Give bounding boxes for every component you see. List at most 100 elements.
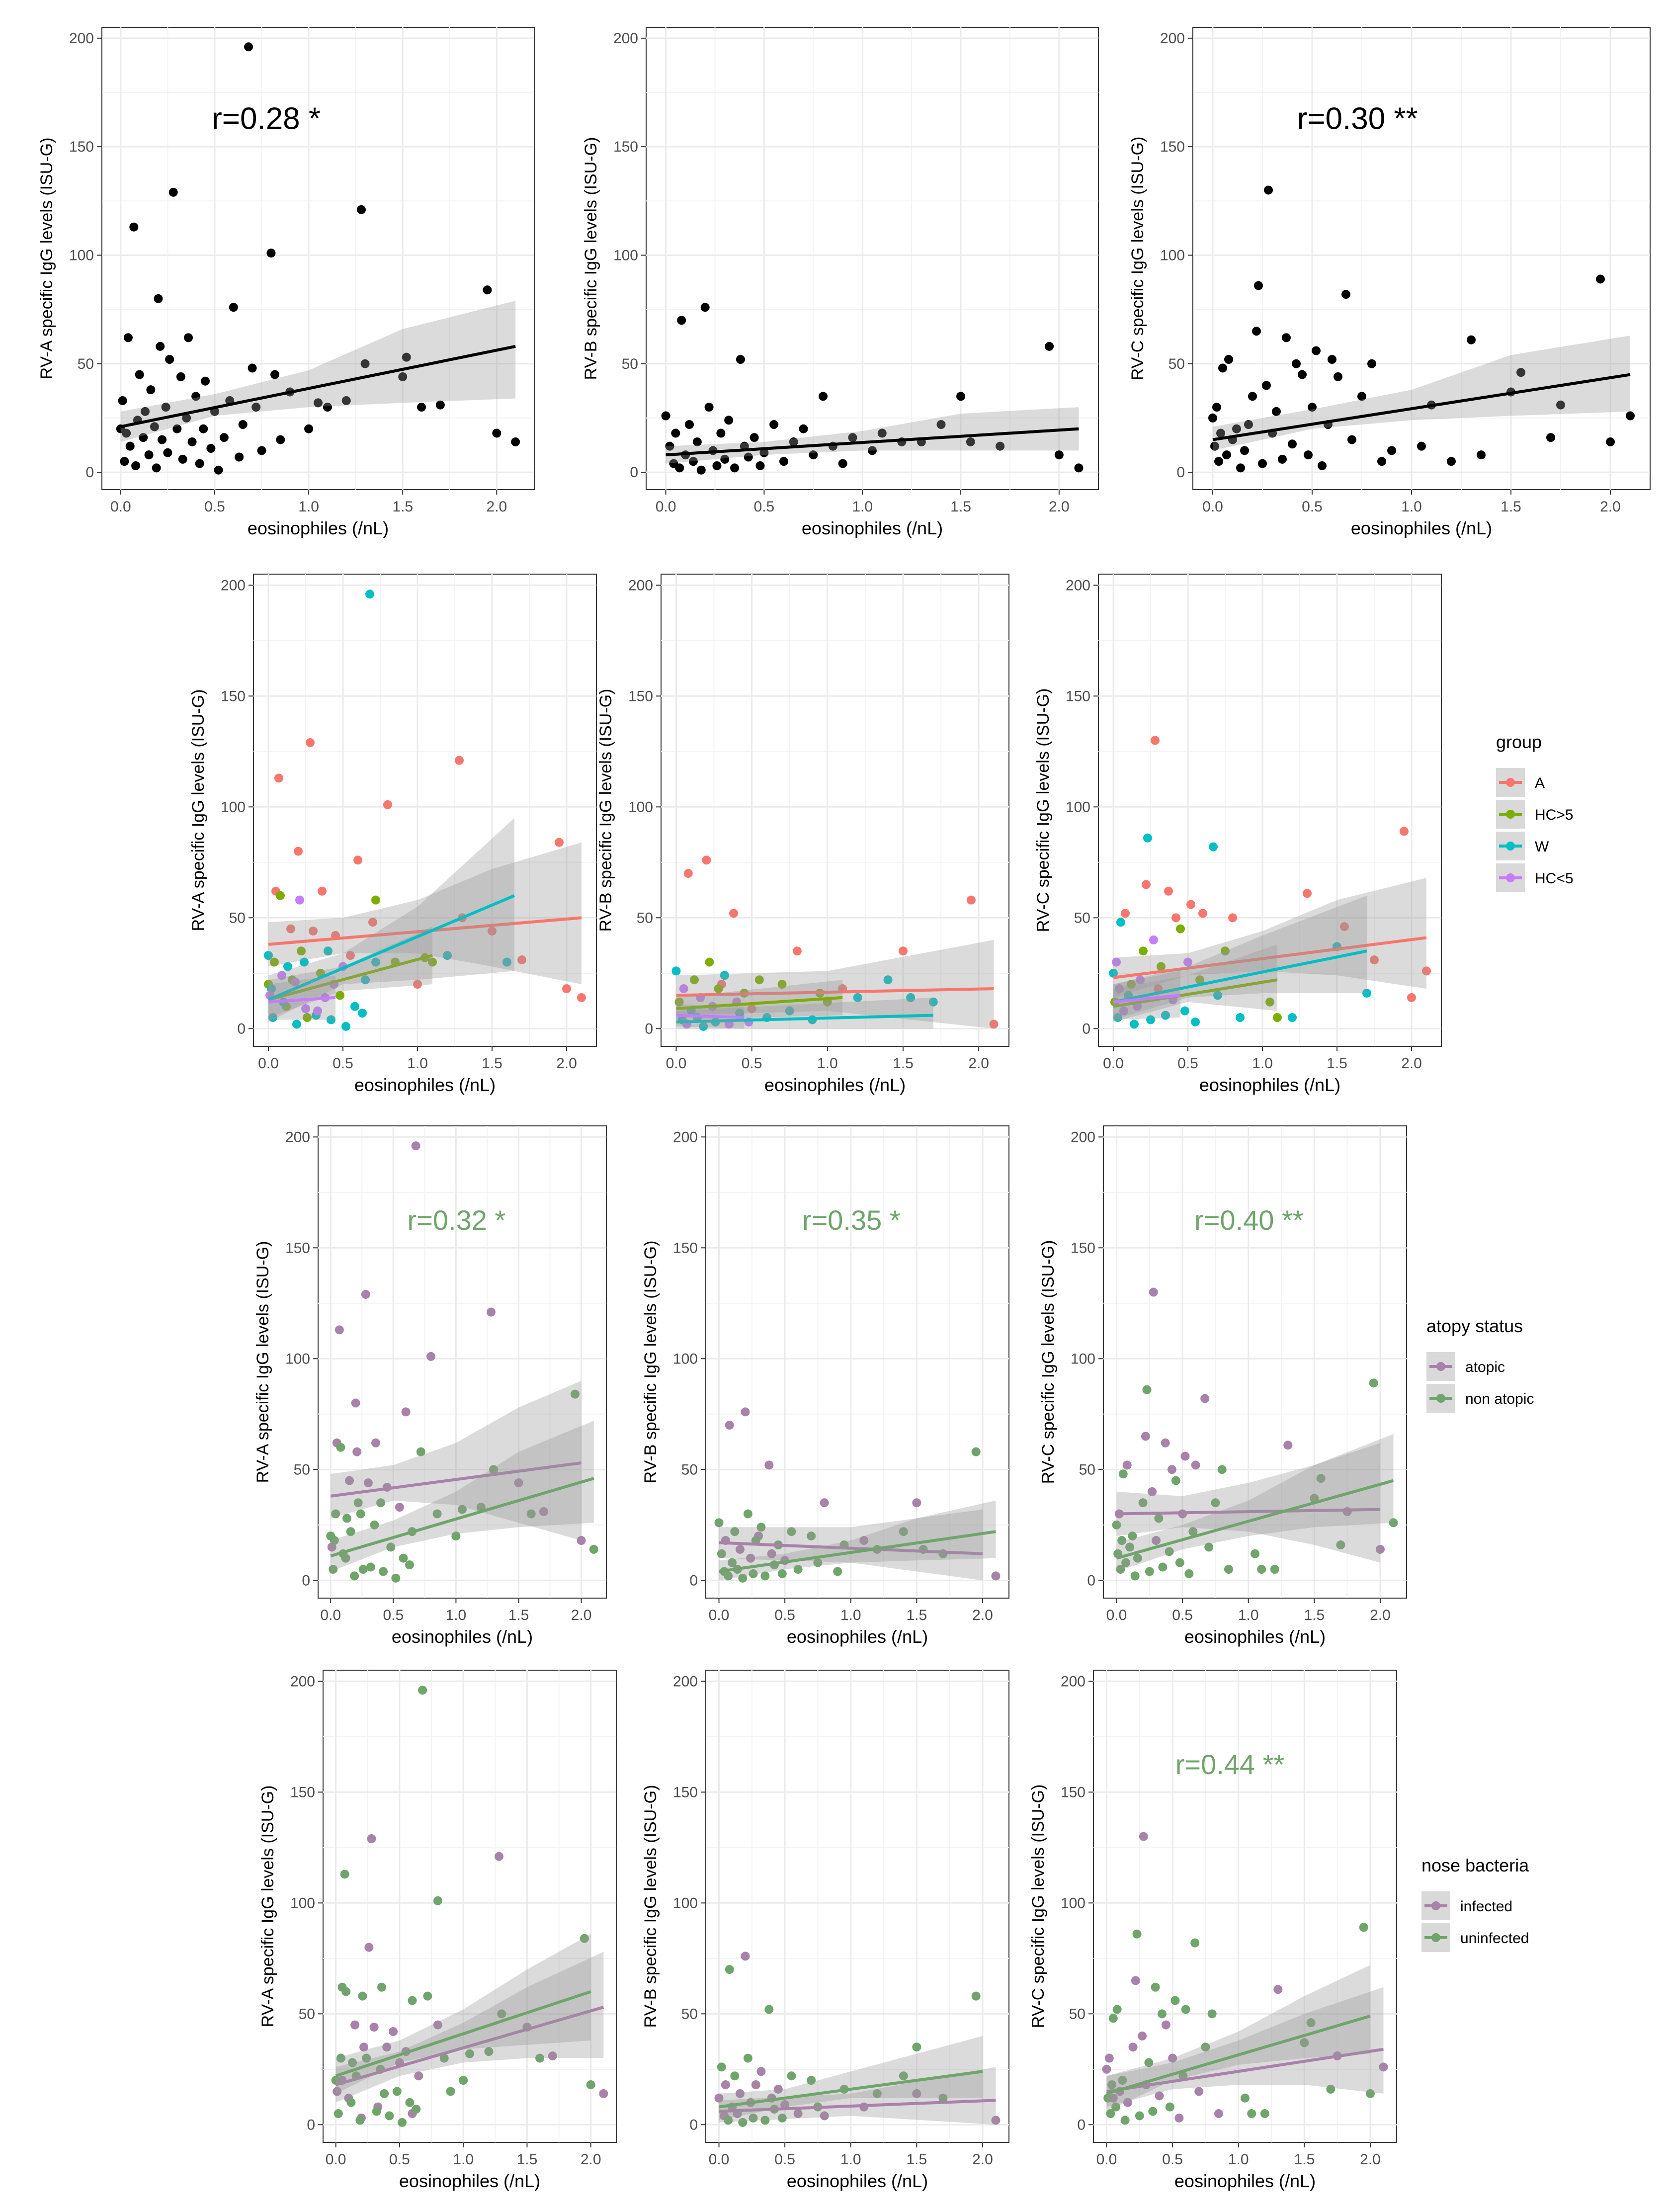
data-point (936, 420, 946, 429)
legend-key-point (1506, 842, 1515, 851)
data-point (511, 437, 520, 446)
data-point (334, 1325, 344, 1335)
fit-line (676, 1014, 745, 1020)
data-point (789, 437, 798, 446)
data-point (1142, 880, 1151, 889)
data-point (1130, 1020, 1139, 1029)
data-point (764, 2005, 774, 2014)
data-point (333, 2087, 342, 2096)
confidence-band (676, 939, 994, 1029)
data-point (361, 975, 370, 985)
x-tick-label: 1.5 (392, 499, 413, 515)
y-tick-label: 100 (673, 1351, 698, 1367)
data-point (1417, 441, 1426, 451)
data-point (152, 463, 161, 473)
plot-area (116, 42, 520, 475)
data-point (1288, 1013, 1297, 1022)
data-point (1375, 1544, 1385, 1554)
data-point (487, 1307, 496, 1317)
data-point (1164, 886, 1173, 896)
data-point (991, 2116, 1001, 2125)
data-point (677, 316, 686, 325)
data-point (807, 2076, 816, 2085)
fit-line (120, 344, 516, 428)
x-tick-label: 1.0 (1238, 1607, 1259, 1623)
data-point (599, 2089, 608, 2098)
data-point (335, 991, 344, 1000)
data-point (724, 1571, 733, 1581)
data-point (1117, 1536, 1127, 1545)
y-tick-label: 50 (229, 910, 246, 926)
legend-item-label: infected (1460, 1898, 1512, 1915)
x-tick-label: 1.5 (906, 2151, 927, 2168)
data-point (163, 448, 172, 457)
data-point (1387, 446, 1396, 455)
data-point (201, 376, 210, 386)
data-point (1328, 355, 1336, 364)
y-tick-label: 50 (681, 2006, 698, 2022)
fit-line (719, 2070, 983, 2109)
data-point (1556, 400, 1565, 410)
data-point (382, 2042, 392, 2052)
x-axis-label: eosinophiles (/nL) (1199, 1075, 1340, 1095)
data-point (760, 2116, 770, 2125)
y-tick-label: 50 (299, 2006, 315, 2022)
data-point (696, 465, 706, 475)
data-point (1161, 1438, 1170, 1447)
y-tick-label: 200 (1061, 1673, 1085, 1690)
confidence-band (268, 927, 432, 1018)
plot-area (661, 303, 1084, 475)
data-point (329, 1565, 338, 1574)
data-point (938, 2093, 948, 2103)
data-point (991, 1571, 1001, 1581)
y-tick-label: 50 (1069, 2006, 1085, 2022)
data-point (341, 1021, 350, 1031)
fit-line (1113, 994, 1181, 1004)
data-point (749, 2113, 758, 2123)
data-point (548, 2051, 557, 2061)
data-point (1143, 833, 1152, 843)
data-point (1120, 2116, 1130, 2125)
data-point (883, 975, 893, 985)
confidence-band (1113, 944, 1277, 1022)
fit-line (268, 916, 582, 946)
y-tick-label: 0 (1082, 1021, 1090, 1037)
data-point (724, 416, 734, 425)
y-tick-label: 150 (1061, 1784, 1085, 1800)
x-tick-label: 0.5 (1302, 499, 1323, 515)
data-point (1288, 439, 1297, 449)
confidence-band (1116, 1434, 1394, 1572)
data-point (1122, 1460, 1132, 1470)
data-point (725, 1421, 734, 1430)
data-point (350, 2020, 360, 2030)
data-point (358, 1009, 367, 1018)
data-point (277, 971, 286, 980)
data-point (411, 1141, 420, 1151)
data-point (154, 294, 163, 303)
data-point (1103, 2093, 1113, 2103)
data-point (1135, 2111, 1144, 2121)
data-point (1341, 290, 1350, 299)
data-point (1121, 1558, 1131, 1567)
data-point (956, 392, 966, 401)
data-point (1292, 359, 1301, 368)
data-point (712, 461, 722, 470)
data-point (313, 1006, 322, 1016)
data-point (1165, 2102, 1174, 2112)
legend-group: group A HC>5 W HC<5 (1496, 732, 1574, 892)
y-axis-label: RV-C specific IgG levels (ISU-G) (1034, 688, 1053, 933)
data-point (688, 457, 698, 466)
x-tick-label: 0.5 (333, 1055, 353, 1072)
data-point (309, 927, 318, 936)
panel-r2_c: 0.0 0.5 1.0 1.5 2.0 0 50 100 150 200 eosinophiles … (1034, 574, 1442, 1095)
data-point (996, 441, 1005, 451)
data-point (1176, 924, 1185, 934)
fit-line (330, 1477, 594, 1558)
data-point (1074, 463, 1084, 473)
y-tick-label: 200 (290, 1673, 315, 1690)
fit-line (1212, 373, 1631, 441)
data-point (928, 997, 938, 1007)
data-point (1194, 2087, 1204, 2096)
x-tick-label: 2.0 (571, 1607, 592, 1623)
correlation-annotation: r=0.40 ** (1194, 1204, 1304, 1236)
